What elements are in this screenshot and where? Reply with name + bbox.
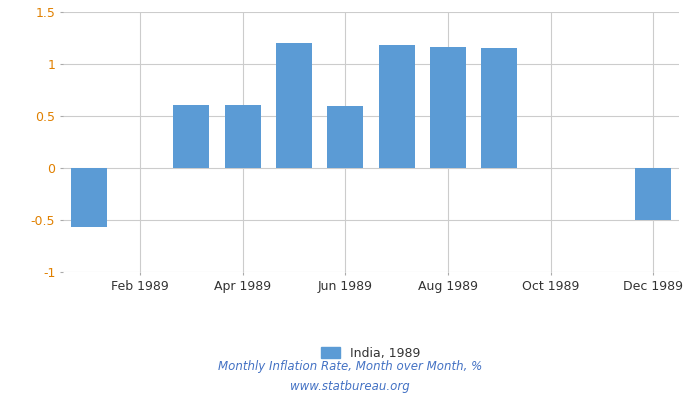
Bar — [225, 104, 260, 168]
Bar — [379, 45, 414, 168]
Bar — [430, 47, 466, 168]
Bar — [276, 43, 312, 168]
Bar — [71, 168, 106, 227]
Bar — [482, 48, 517, 168]
Bar — [174, 104, 209, 168]
Text: Monthly Inflation Rate, Month over Month, %: Monthly Inflation Rate, Month over Month… — [218, 360, 482, 373]
Text: www.statbureau.org: www.statbureau.org — [290, 380, 410, 393]
Bar — [328, 106, 363, 168]
Legend: India, 1989: India, 1989 — [316, 342, 426, 364]
Bar — [636, 168, 671, 220]
